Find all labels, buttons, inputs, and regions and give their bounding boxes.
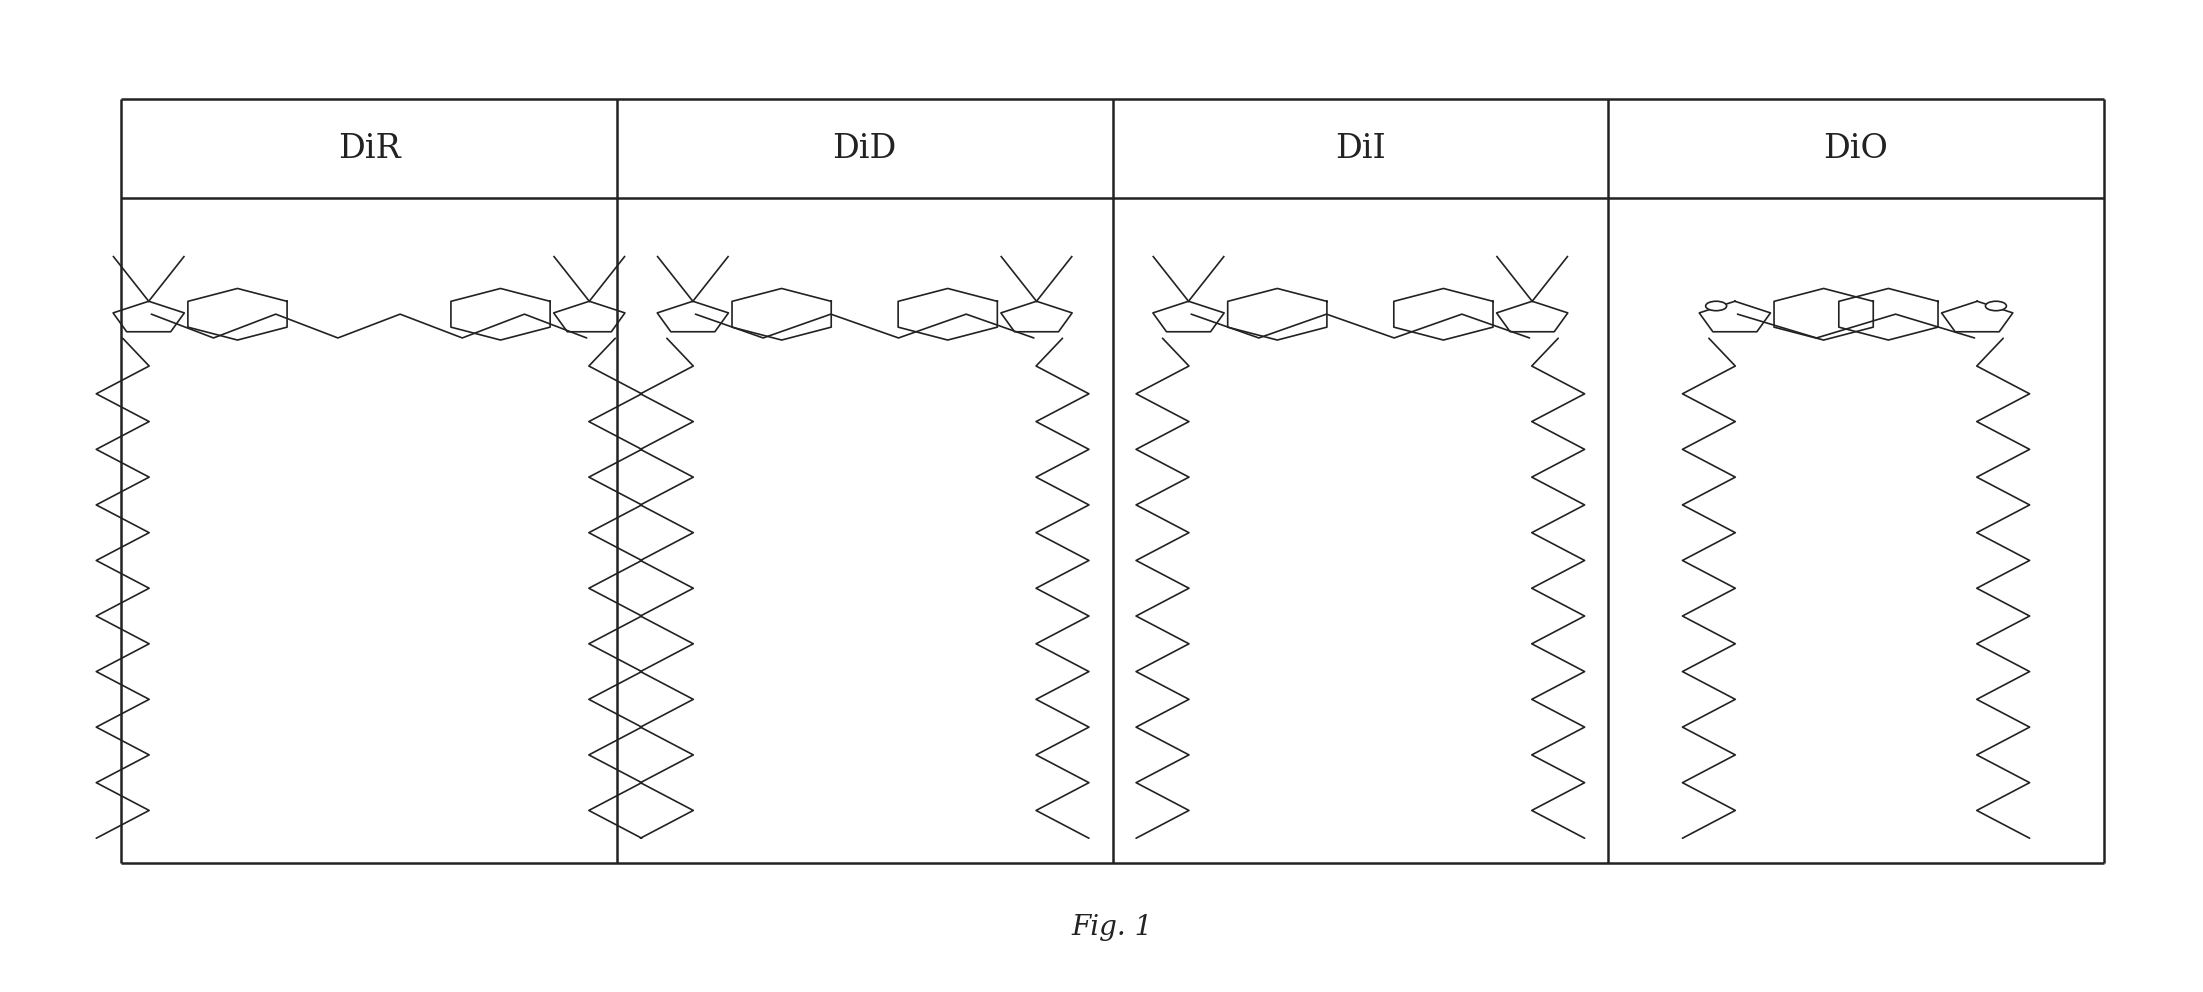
Circle shape bbox=[1985, 302, 2007, 310]
Text: DiO: DiO bbox=[1824, 133, 1888, 165]
Text: DiR: DiR bbox=[337, 133, 401, 165]
Text: DiI: DiI bbox=[1335, 133, 1386, 165]
Text: Fig. 1: Fig. 1 bbox=[1073, 914, 1152, 941]
Text: DiD: DiD bbox=[833, 133, 897, 165]
Circle shape bbox=[1705, 302, 1727, 310]
